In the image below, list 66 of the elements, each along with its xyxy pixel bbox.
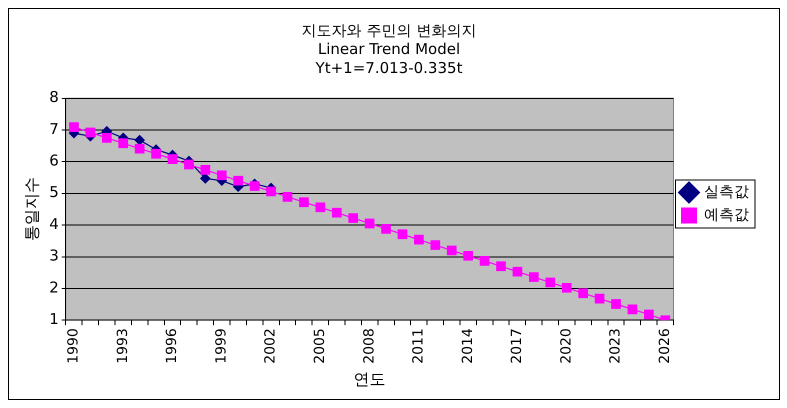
point xyxy=(446,246,457,256)
x-tick-label: 2011 xyxy=(410,328,427,364)
point xyxy=(299,197,309,208)
point xyxy=(200,173,210,184)
point xyxy=(250,181,260,191)
point xyxy=(628,304,638,314)
y-tick-label: 2 xyxy=(49,278,59,296)
point xyxy=(86,128,96,138)
point xyxy=(184,160,194,170)
point xyxy=(611,299,621,309)
point xyxy=(594,294,604,304)
y-tick-label: 4 xyxy=(49,214,59,233)
x-tick-label: 2020 xyxy=(558,328,574,364)
point xyxy=(233,176,244,186)
point xyxy=(545,278,556,288)
point xyxy=(348,213,358,223)
x-tick-label: 2002 xyxy=(262,328,279,364)
point xyxy=(430,240,440,250)
point xyxy=(414,234,424,244)
legend-label: 예측값 xyxy=(704,205,749,224)
point xyxy=(134,135,145,146)
chart-subtitle: Linear Trend Model xyxy=(318,40,460,58)
point xyxy=(216,170,227,180)
point xyxy=(512,266,522,277)
y-tick-label: 8 xyxy=(49,88,59,106)
x-tick-label: 1993 xyxy=(114,328,131,364)
point xyxy=(118,138,128,148)
x-tick-label: 2014 xyxy=(460,328,476,364)
point xyxy=(102,133,112,143)
y-axis-title: 통일지수 xyxy=(22,177,41,242)
point xyxy=(463,250,474,261)
legend-label: 실측값 xyxy=(704,182,749,200)
point xyxy=(168,154,178,164)
x-tick-label: 2008 xyxy=(361,328,378,364)
y-tick-label: 7 xyxy=(49,120,59,138)
y-tick-label: 6 xyxy=(49,152,59,170)
point xyxy=(200,165,210,175)
point xyxy=(381,224,391,234)
point xyxy=(266,186,276,196)
x-tick-label: 1996 xyxy=(164,328,180,364)
x-axis-title: 연도 xyxy=(354,370,386,389)
text: Yt+1=7.013-0.335t xyxy=(314,58,463,77)
y-tick-label: 3 xyxy=(49,246,59,265)
x-tick-label: 2026 xyxy=(656,328,673,364)
point xyxy=(282,192,292,202)
point xyxy=(562,282,572,293)
chart-title: 지도자와 주민의 변화의지 xyxy=(302,21,476,40)
x-tick-label: 2023 xyxy=(608,328,624,364)
x-tick-label: 1999 xyxy=(213,328,230,364)
point xyxy=(496,261,506,272)
point xyxy=(578,288,588,298)
point xyxy=(316,202,326,212)
point xyxy=(398,229,408,240)
point xyxy=(151,148,161,159)
point xyxy=(332,208,342,218)
point xyxy=(644,310,654,320)
y-tick-label: 1 xyxy=(49,310,59,328)
x-tick-label: 1990 xyxy=(66,328,82,364)
point xyxy=(134,144,145,154)
x-tick-label: 2017 xyxy=(509,328,526,364)
point xyxy=(69,122,79,132)
point xyxy=(480,256,490,266)
point xyxy=(364,218,374,228)
x-tick-label: 2005 xyxy=(312,328,328,364)
point xyxy=(529,272,539,282)
y-tick-label: 5 xyxy=(49,183,59,202)
